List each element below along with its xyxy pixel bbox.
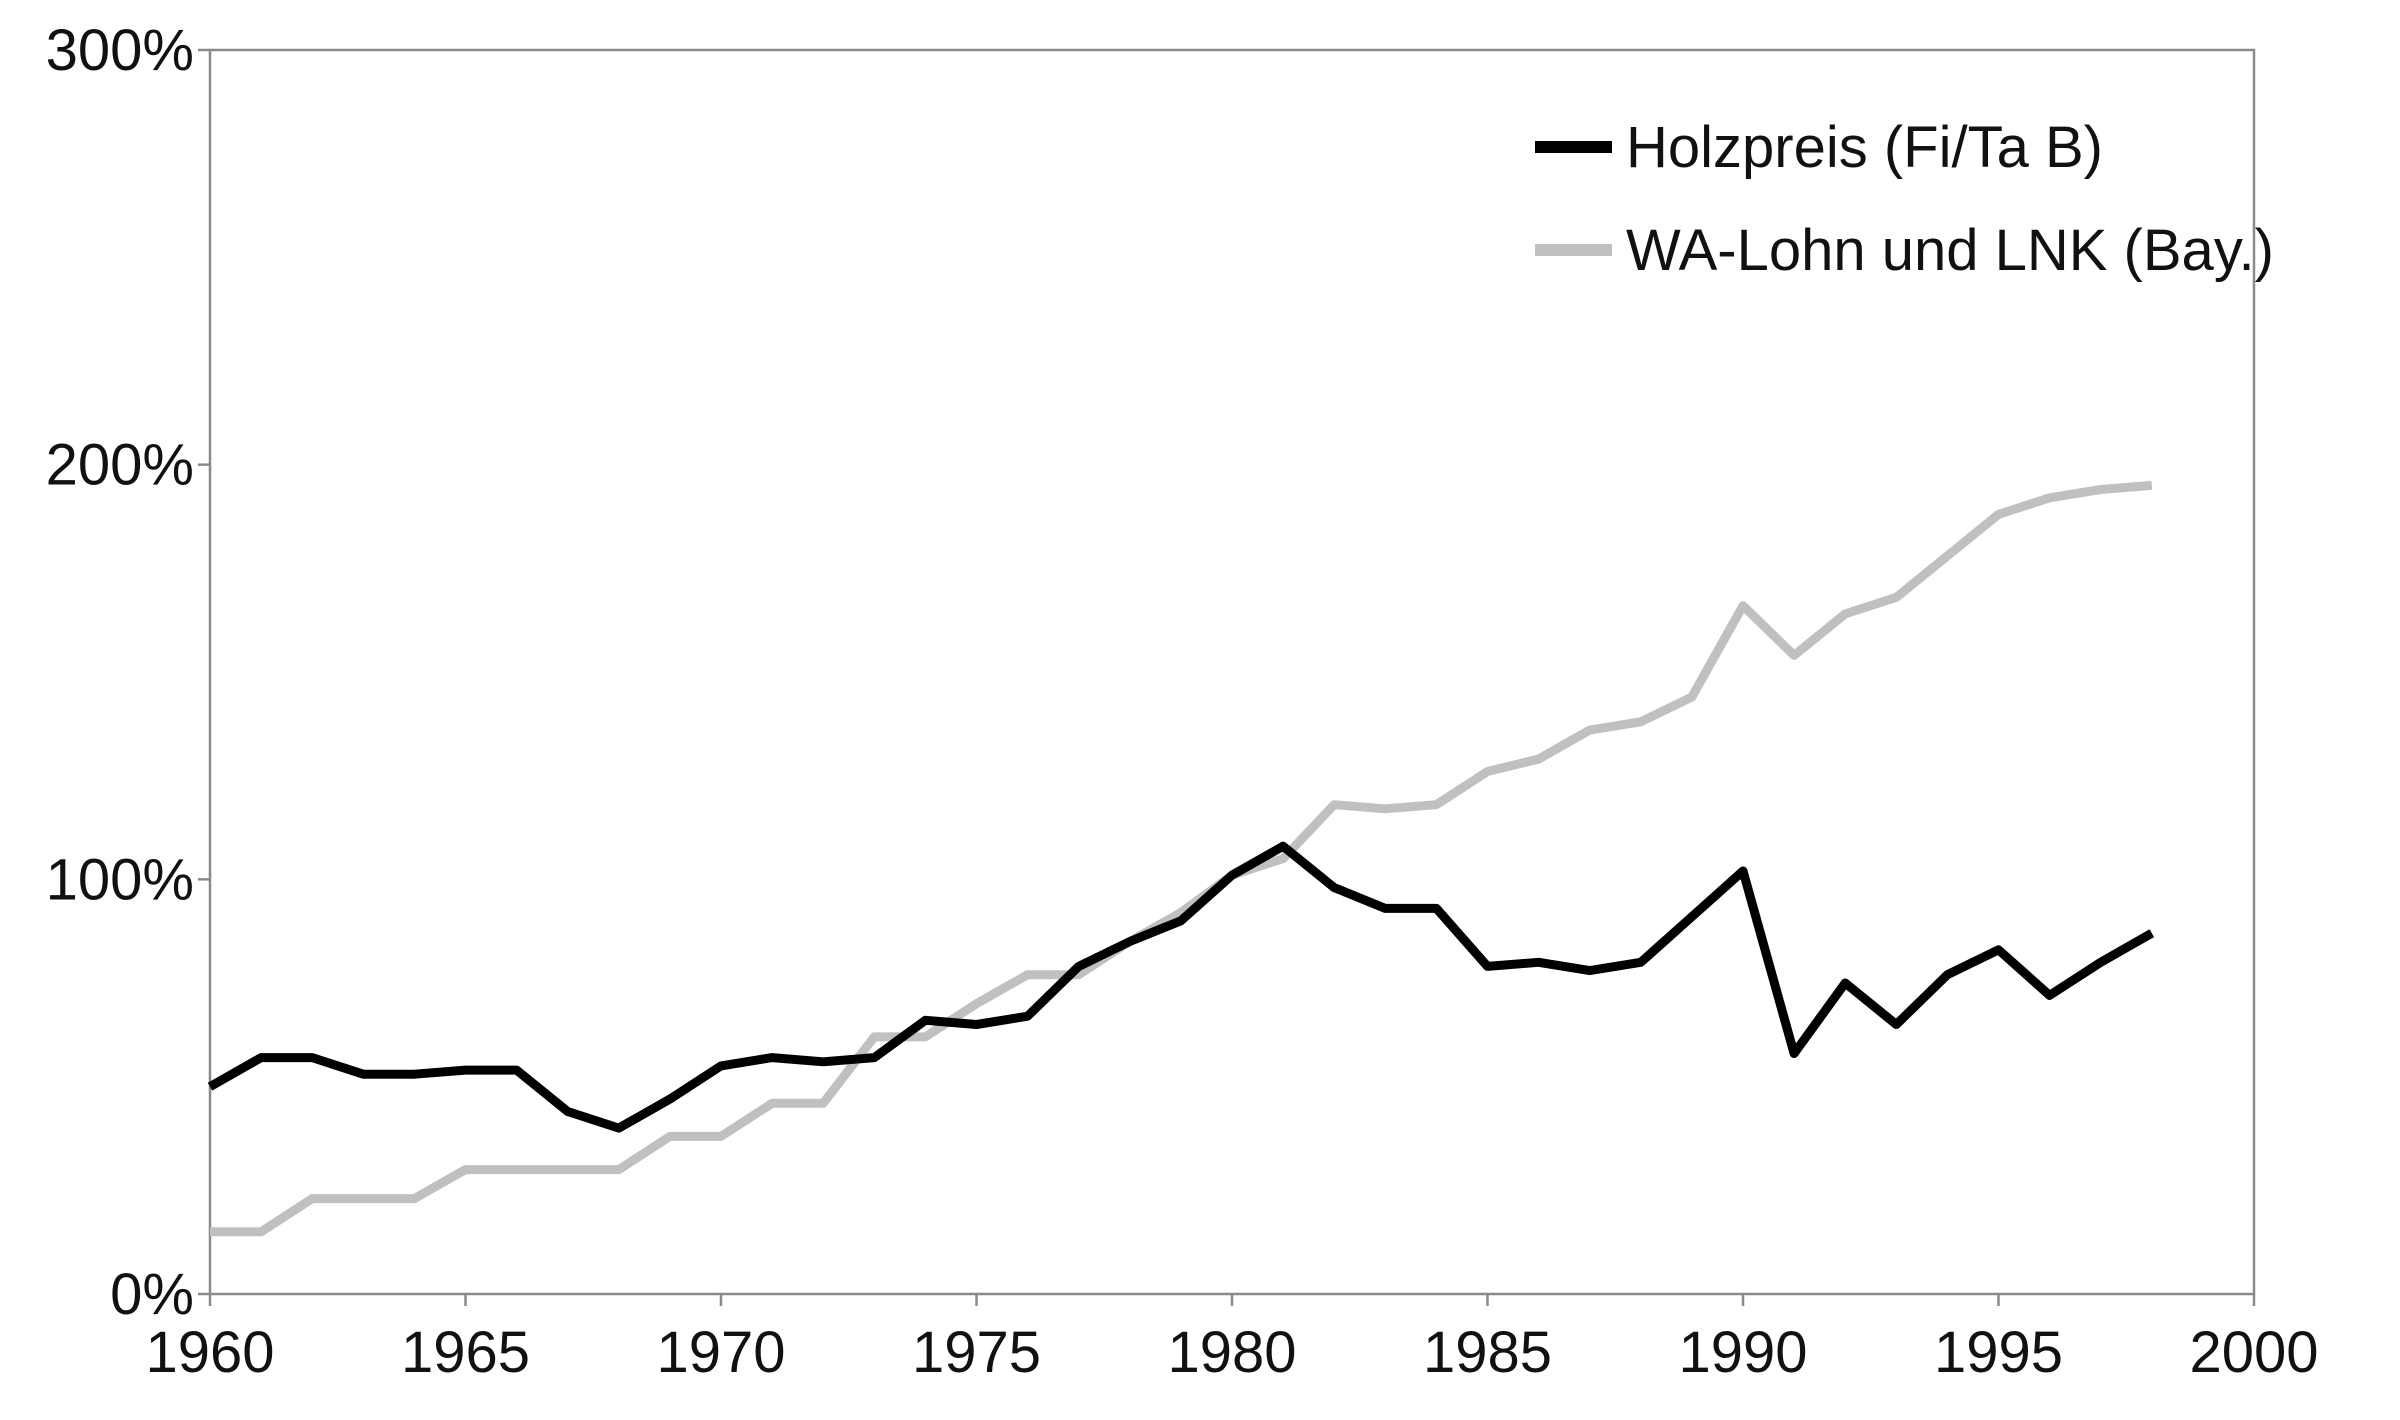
legend: Holzpreis (Fi/Ta B) WA-Lohn und LNK (Bay.… — [1535, 115, 2274, 283]
y-tick-label: 200% — [46, 433, 194, 498]
series-line-wa-lohn — [210, 480, 2153, 1237]
x-tick-label: 1980 — [1167, 1320, 1296, 1385]
x-tick-label: 1995 — [1934, 1320, 2063, 1385]
x-tick-label: 2000 — [2189, 1320, 2318, 1385]
y-tick-label: 100% — [46, 847, 194, 912]
x-tick-label: 1960 — [145, 1320, 274, 1385]
y-axis: 0% 100% 200% 300% — [46, 18, 210, 1327]
x-tick-label: 1975 — [912, 1320, 1041, 1385]
x-tick-label: 1985 — [1423, 1320, 1552, 1385]
series-layer — [207, 480, 2155, 1237]
x-tick-label: 1990 — [1678, 1320, 1807, 1385]
y-tick-label: 300% — [46, 18, 194, 83]
x-tick-label: 1970 — [656, 1320, 785, 1385]
series-line-holzpreis — [207, 841, 2155, 1133]
y-tick-label: 0% — [110, 1262, 194, 1327]
x-tick-label: 1965 — [401, 1320, 530, 1385]
x-axis: 1960 1965 1970 1975 1980 1985 1990 1995 2000 — [145, 1294, 2319, 1385]
legend-label-holzpreis: Holzpreis (Fi/Ta B) — [1626, 115, 2103, 180]
legend-label-wa-lohn: WA-Lohn und LNK (Bay.) — [1626, 218, 2274, 283]
